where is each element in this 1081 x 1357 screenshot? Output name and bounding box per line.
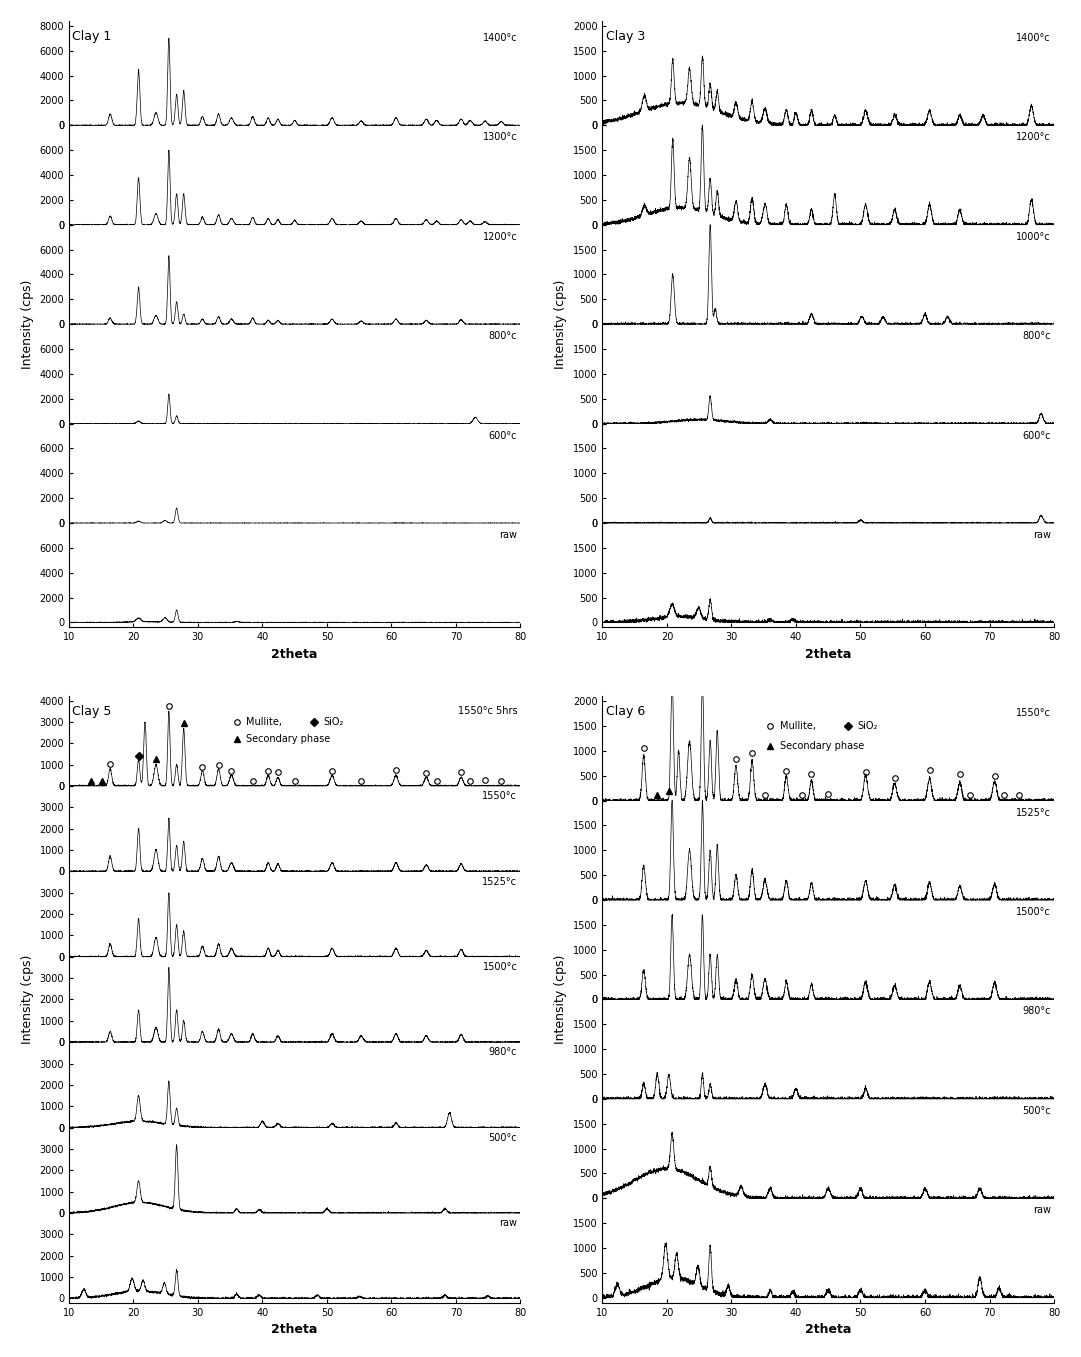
Text: 980°c: 980°c [1023,1007,1051,1016]
Text: 500°c: 500°c [1023,1106,1051,1115]
Text: raw: raw [499,1219,518,1228]
Text: 500°c: 500°c [489,1133,518,1143]
Text: 1525°c: 1525°c [482,877,518,886]
Text: Clay 3: Clay 3 [605,30,645,43]
Text: 1400°c: 1400°c [482,33,518,43]
Text: SiO₂: SiO₂ [323,716,344,727]
Y-axis label: Intensity (cps): Intensity (cps) [21,280,34,369]
Text: SiO₂: SiO₂ [857,721,878,731]
X-axis label: 2theta: 2theta [805,1323,852,1337]
Y-axis label: Intensity (cps): Intensity (cps) [555,955,568,1044]
X-axis label: 2theta: 2theta [271,647,318,661]
Y-axis label: Intensity (cps): Intensity (cps) [21,955,34,1044]
Text: 1500°c: 1500°c [1016,906,1051,917]
Text: 800°c: 800°c [1023,331,1051,341]
Text: Secondary phase: Secondary phase [779,741,864,750]
Text: 600°c: 600°c [489,430,518,441]
Text: 1550°c: 1550°c [1016,708,1051,718]
Text: 1200°c: 1200°c [1016,132,1051,142]
Text: 1000°c: 1000°c [1016,232,1051,242]
X-axis label: 2theta: 2theta [805,647,852,661]
Y-axis label: Intensity (cps): Intensity (cps) [555,280,568,369]
Text: Mullite,: Mullite, [779,721,816,731]
Text: 1200°c: 1200°c [482,232,518,242]
Text: 1550°c 5hrs: 1550°c 5hrs [457,706,518,715]
Text: Clay 6: Clay 6 [605,706,645,718]
Text: 1525°c: 1525°c [1016,807,1051,817]
Text: raw: raw [1032,1205,1051,1216]
X-axis label: 2theta: 2theta [271,1323,318,1337]
Text: raw: raw [499,531,518,540]
Text: raw: raw [1032,531,1051,540]
Text: 1500°c: 1500°c [482,962,518,972]
Text: Clay 1: Clay 1 [72,30,111,43]
Text: 1550°c: 1550°c [482,791,518,801]
Text: 800°c: 800°c [489,331,518,341]
Text: Clay 5: Clay 5 [72,706,111,718]
Text: 600°c: 600°c [1023,430,1051,441]
Text: 980°c: 980°c [489,1048,518,1057]
Text: Mullite,: Mullite, [246,716,282,727]
Text: Secondary phase: Secondary phase [246,734,331,744]
Text: 1400°c: 1400°c [1016,33,1051,43]
Text: 1300°c: 1300°c [482,132,518,142]
